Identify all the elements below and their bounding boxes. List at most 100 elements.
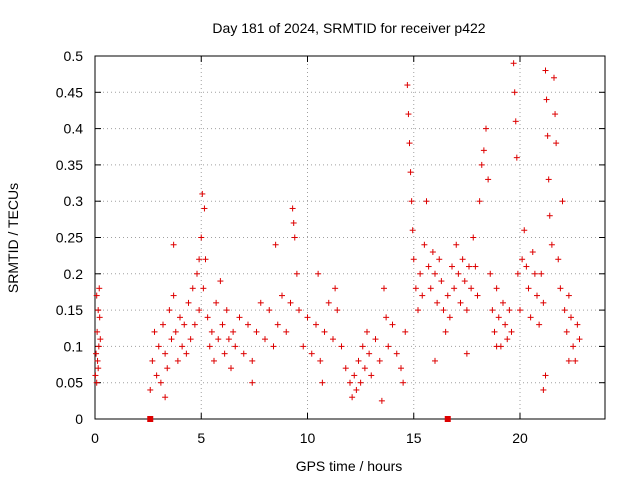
data-point <box>402 328 409 335</box>
data-point <box>557 285 564 292</box>
data-point <box>398 365 404 372</box>
data-point <box>561 307 568 314</box>
chart-title: Day 181 of 2024, SRMTID for receiver p42… <box>212 20 485 36</box>
data-point <box>194 270 200 277</box>
x-tick-label: 5 <box>197 430 205 446</box>
data-point <box>449 263 455 270</box>
data-point <box>95 343 102 350</box>
data-point <box>204 314 211 321</box>
data-point <box>570 343 577 350</box>
data-point <box>359 343 366 350</box>
data-point <box>364 328 370 335</box>
data-point <box>93 379 100 386</box>
y-tick-label: 0 <box>75 411 83 427</box>
data-point <box>257 299 264 306</box>
data-point <box>153 372 160 379</box>
data-point <box>181 321 188 328</box>
data-point <box>149 357 156 364</box>
data-point <box>563 328 570 335</box>
data-point <box>92 372 99 379</box>
data-point <box>417 270 424 277</box>
data-point <box>201 205 208 212</box>
data-point <box>389 321 396 328</box>
data-point <box>96 314 103 321</box>
data-point <box>432 357 438 364</box>
data-point <box>470 234 477 241</box>
data-point <box>463 307 470 314</box>
data-point <box>436 256 443 263</box>
data-point <box>512 118 519 125</box>
data-point <box>202 256 209 263</box>
data-point <box>206 343 213 350</box>
data-point <box>170 241 177 248</box>
data-point <box>408 198 415 205</box>
data-point <box>262 336 268 343</box>
data-point <box>315 270 322 277</box>
data-point <box>407 169 414 176</box>
data-point <box>544 132 551 139</box>
data-point <box>383 314 390 321</box>
data-point <box>506 307 513 314</box>
data-point <box>508 328 515 335</box>
y-tick-label: 0.45 <box>56 84 83 100</box>
data-point <box>474 292 481 299</box>
data-point <box>393 350 400 357</box>
data-point <box>517 307 523 314</box>
x-tick-label: 10 <box>300 430 316 446</box>
data-point <box>425 263 432 270</box>
data-point <box>338 343 345 350</box>
data-point <box>223 307 230 314</box>
data-point <box>405 111 412 118</box>
data-point <box>189 285 196 292</box>
data-point <box>368 372 375 379</box>
data-point <box>347 379 353 386</box>
data-point <box>523 263 530 270</box>
data-point <box>270 343 277 350</box>
data-point <box>415 307 421 314</box>
data-point <box>555 256 562 263</box>
data-point <box>215 336 222 343</box>
data-point <box>230 328 237 335</box>
data-point <box>495 314 502 321</box>
data-point <box>185 299 192 306</box>
data-point <box>361 365 368 372</box>
data-point <box>527 314 534 321</box>
data-point <box>514 270 521 277</box>
data-point <box>228 365 234 372</box>
data-point <box>432 270 438 277</box>
data-point <box>200 285 207 292</box>
data-point <box>438 278 445 285</box>
data-point <box>559 198 566 205</box>
data-point <box>493 343 500 350</box>
data-point <box>510 60 517 67</box>
axis-markers <box>147 416 451 422</box>
data-point <box>291 234 298 241</box>
data-point <box>457 299 464 306</box>
data-point <box>296 307 302 314</box>
axis-marker <box>147 416 154 422</box>
data-point <box>468 285 475 292</box>
data-point <box>94 328 101 335</box>
y-tick-label: 0.3 <box>64 193 84 209</box>
data-point <box>164 365 171 372</box>
x-tick-label: 20 <box>512 430 528 446</box>
data-point <box>372 336 379 343</box>
data-point <box>225 336 232 343</box>
data-point <box>217 278 224 285</box>
data-point <box>93 292 100 299</box>
data-point <box>94 357 101 364</box>
data-point <box>199 190 206 197</box>
data-point <box>565 357 572 364</box>
data-point <box>493 285 500 292</box>
data-point <box>543 96 550 103</box>
data-point <box>485 176 492 183</box>
data-point <box>531 270 538 277</box>
data-point <box>366 350 373 357</box>
data-point <box>253 328 260 335</box>
data-point <box>283 328 290 335</box>
data-point <box>455 270 462 277</box>
data-point <box>330 336 336 343</box>
data-point <box>274 321 281 328</box>
data-point <box>211 357 217 364</box>
